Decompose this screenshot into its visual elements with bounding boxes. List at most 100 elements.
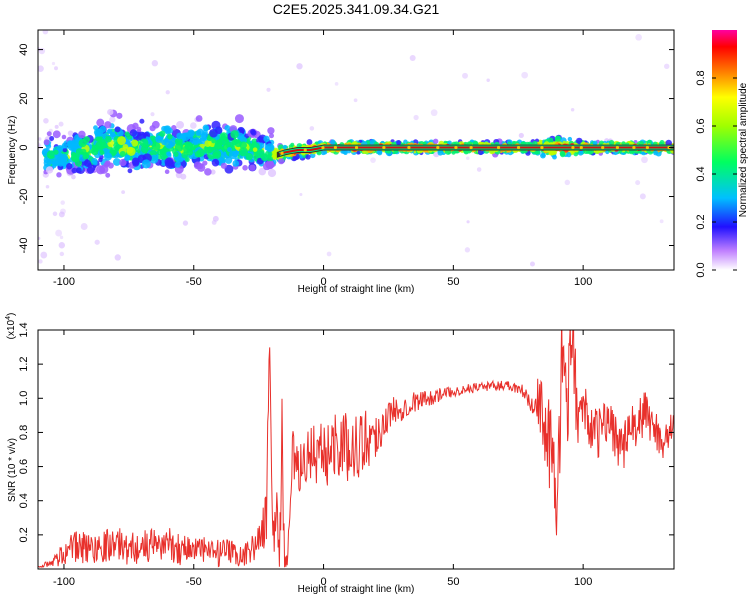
spectral-point [122,144,129,150]
spectral-point [56,144,64,153]
spectral-point [43,118,49,124]
spectral-point [167,134,173,140]
spectral-point [466,220,470,224]
spectral-point [165,159,175,169]
ridge-highlight [303,148,307,152]
colorbar-tick-label: 0.0 [695,262,707,277]
spectral-point [187,129,195,137]
spectral-point [316,150,322,156]
spectral-point [552,149,558,155]
ridge-highlight [407,145,411,150]
ridge-highlight [496,145,501,150]
snr-y-axis-label: SNR (10 * v/v) [7,438,18,502]
spectral-point [176,132,184,140]
spectral-point [105,172,111,178]
x-tick-label: -100 [53,576,75,588]
spectral-point [659,219,664,224]
spectral-point [75,148,83,155]
ridge-highlight [333,145,338,150]
spectral-point [204,168,212,176]
spectral-point [554,135,562,142]
x-tick-label: 50 [447,276,459,288]
y-tick-label: 40 [18,43,30,55]
spectral-point [150,112,155,117]
spectral-point [639,193,646,200]
spectral-point [529,261,535,267]
spectral-point [93,128,102,137]
spectral-point [211,158,220,167]
spectral-point [559,150,566,157]
spectral-point [552,154,557,160]
spectral-point [165,140,174,149]
spectral-point [534,150,539,155]
ridge-highlight [280,151,284,155]
spectral-point [212,215,219,222]
spectral-point [570,108,575,112]
spectral-point [96,118,105,127]
ridge-highlight [632,145,636,150]
spectral-point [119,158,127,167]
x-tick-label: 0 [320,276,326,288]
spectral-point [51,160,58,167]
spectral-point [114,126,121,133]
spectral-point [131,139,139,147]
spectral-point [476,167,482,172]
spectral-point [621,141,626,146]
spectral-point [206,135,213,142]
spectral-point [196,138,202,144]
spectral-point [430,109,438,117]
spectral-point [58,211,65,218]
spectral-point [92,144,100,153]
spectral-point [49,136,55,141]
spectral-point [214,139,223,148]
spectral-point [330,139,336,145]
spectral-point [226,147,233,153]
spectral-point [141,159,151,169]
colorbar-tick-label: 0.4 [695,166,707,181]
spectral-point [266,160,275,170]
spectrogram-x-ticks: -100 -50 0 50 100 [53,30,592,288]
spectral-point [209,128,218,138]
spectral-point [86,166,95,174]
spectral-point [91,157,98,165]
spectral-point [185,157,190,163]
spectral-point [71,174,76,180]
spectral-point [396,140,402,146]
spectral-point [518,132,524,139]
ridge-highlight [354,145,359,150]
spectral-point [139,138,149,148]
spectral-point [376,150,381,154]
spectral-point [641,156,648,164]
spectral-point [409,54,416,61]
spectral-point [255,148,265,158]
spectral-point [566,151,572,158]
spectral-point [437,149,444,156]
spectral-point [635,180,641,186]
spectral-point [119,150,126,158]
spectral-point [55,229,63,237]
svg-text:(x104): (x104) [5,313,17,340]
spectral-point [61,142,68,149]
snr-x-axis-label: Height of straight line (km) [298,584,415,595]
spectral-point [95,165,106,175]
spectral-point [99,150,105,156]
spectral-point [75,167,82,174]
spectral-point [239,141,248,150]
ridge-highlight [579,145,583,150]
spectral-point [132,122,139,130]
spectral-point [635,34,642,41]
x-tick-label: -100 [53,276,75,288]
ridge-highlight [469,145,473,150]
spectral-point [87,162,93,168]
spectral-point [156,149,163,156]
spectral-point [269,133,275,139]
spectral-point [105,135,112,143]
spectral-point [195,129,202,137]
spectral-point [422,141,427,146]
spectral-point [282,144,288,150]
spectral-point [58,242,66,249]
spectral-point [43,158,52,167]
spectral-point [278,157,285,165]
spectral-point [194,151,201,157]
colorbar-ramp [712,30,737,270]
